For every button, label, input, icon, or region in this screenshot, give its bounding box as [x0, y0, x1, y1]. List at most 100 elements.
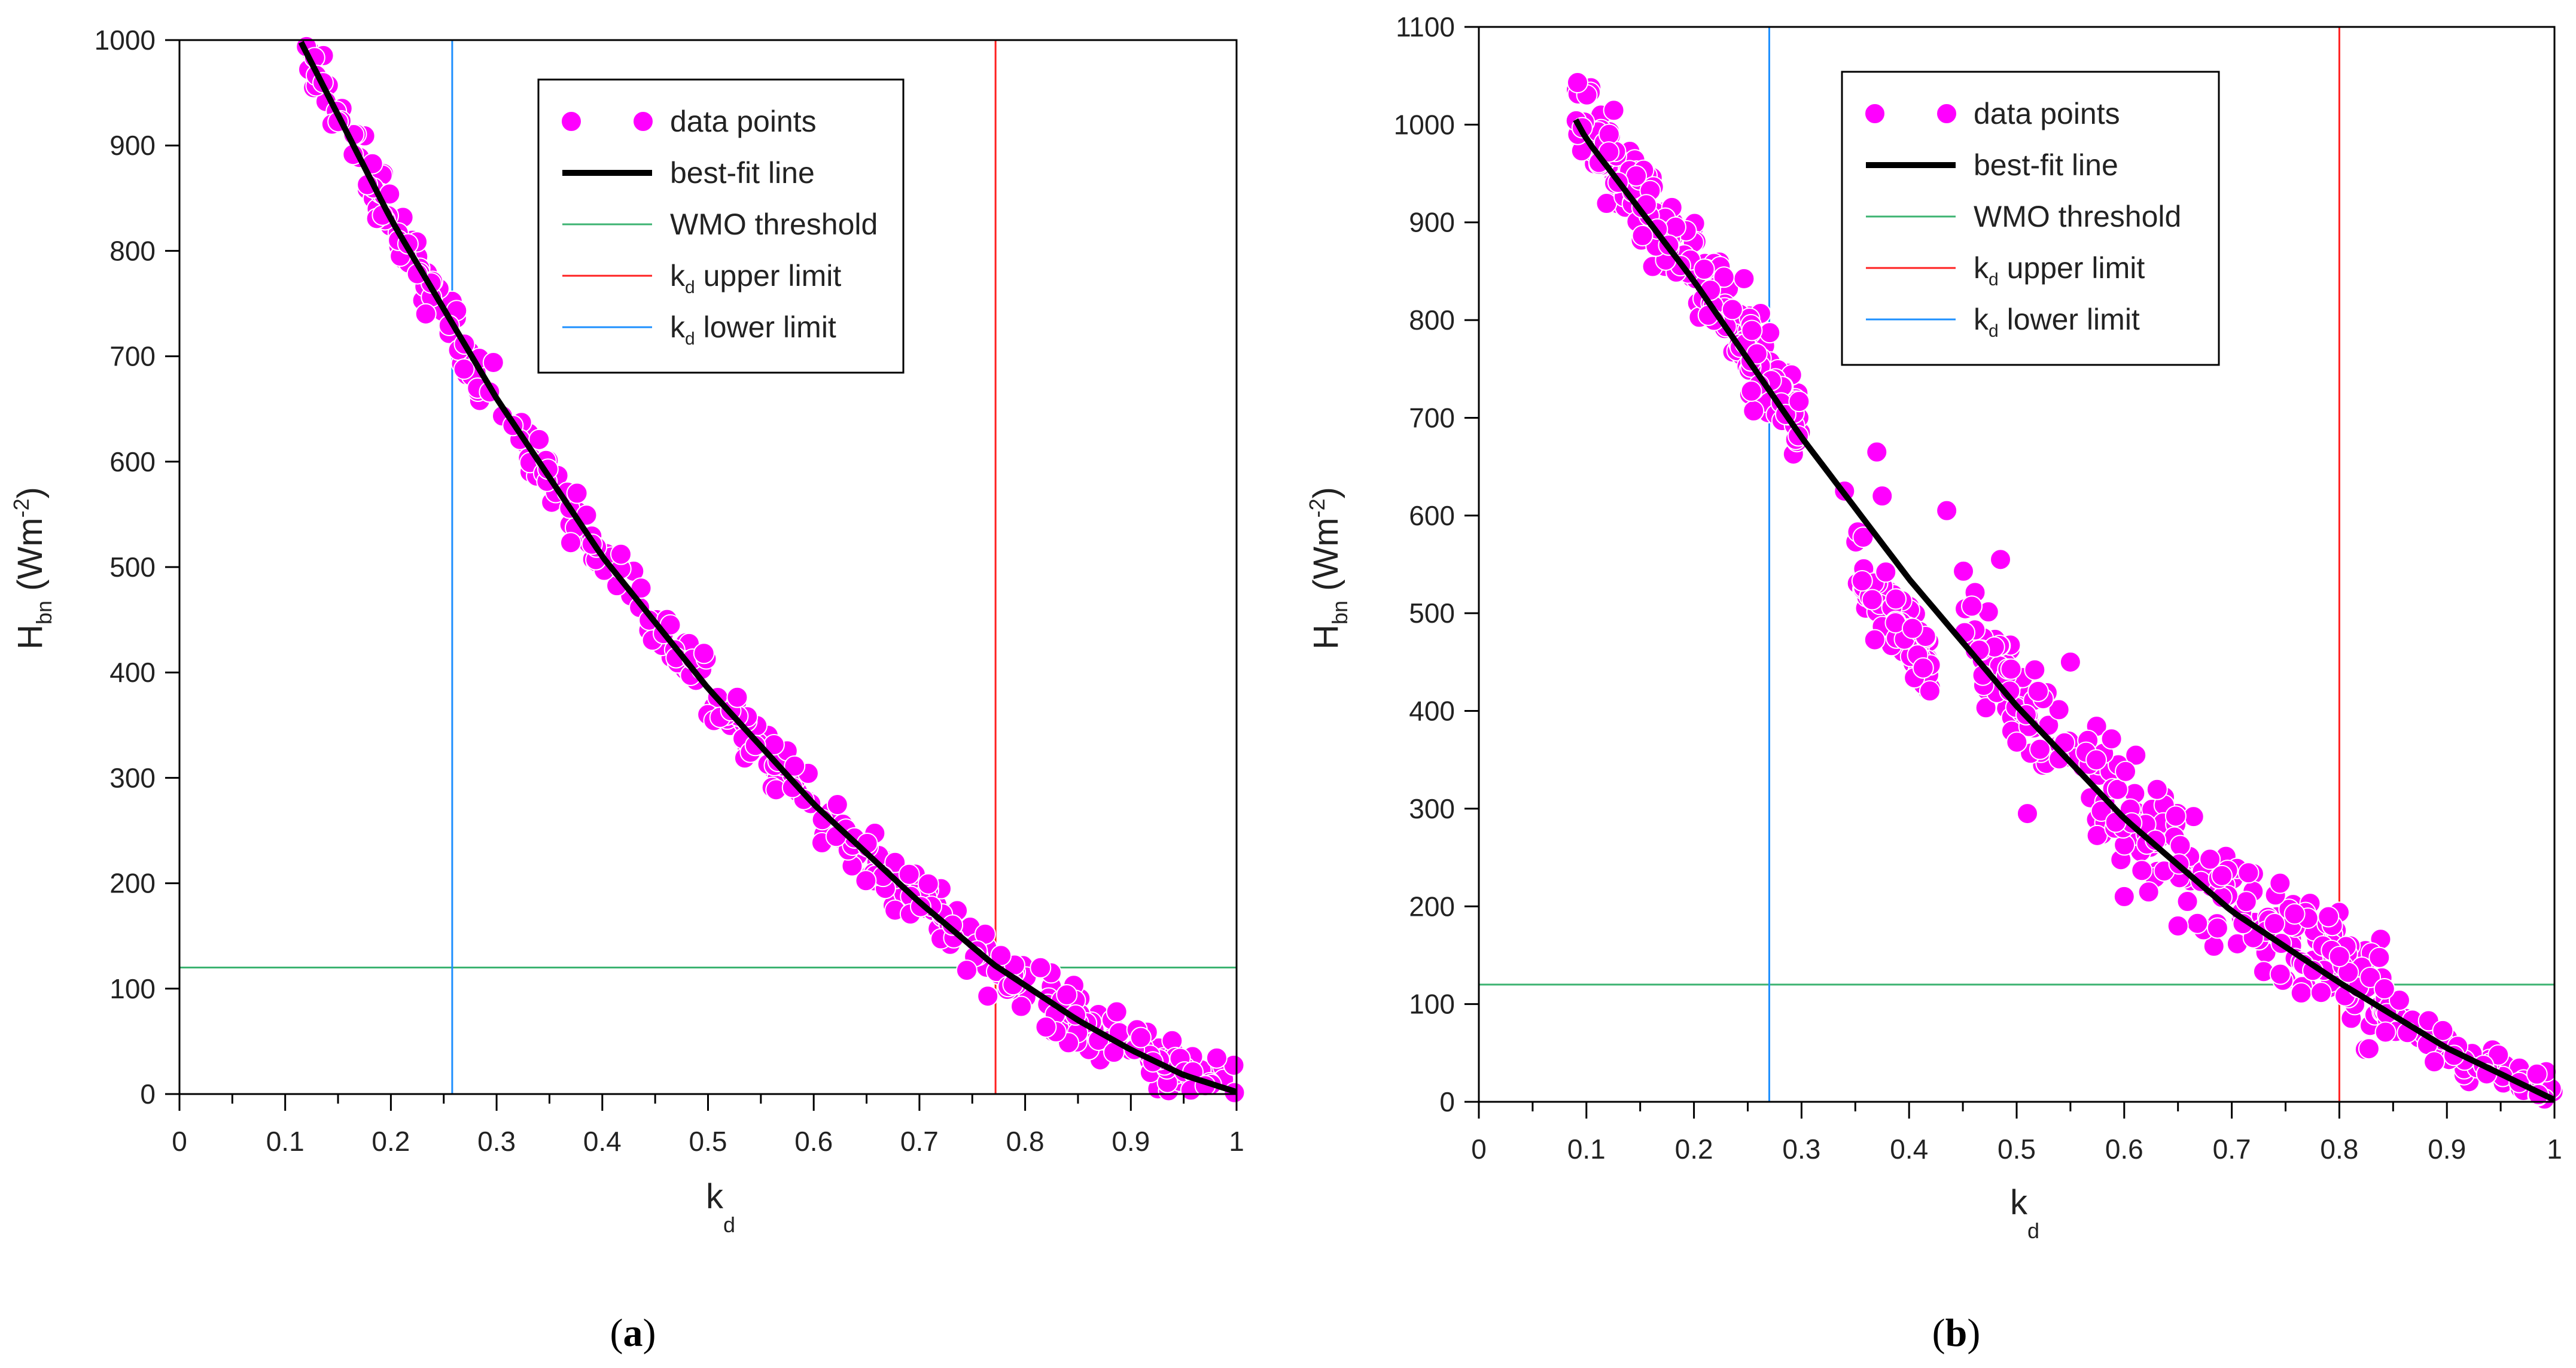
chart-b: 0 0.1 0.2 0.3 0.4 0.5 0.6 0.7 0.8 0.9 1 0 100 200 300 4… [1305, 11, 2564, 1355]
data-point [826, 794, 848, 816]
data-point [415, 303, 437, 325]
data-point [2167, 915, 2189, 937]
data-point [2113, 885, 2135, 907]
data-point [2029, 738, 2051, 760]
y-tick-label: 900 [1409, 207, 1455, 238]
data-point [2027, 680, 2049, 702]
data-point [560, 532, 582, 554]
data-point [1631, 224, 1654, 246]
data-point [726, 686, 748, 708]
y-tick-label: 1100 [1396, 11, 1455, 42]
data-point [2423, 1051, 2446, 1073]
data-point [2264, 913, 2286, 935]
data-point [1664, 216, 1686, 238]
legend: data points best-fit line WMO threshold kd … [537, 78, 905, 374]
x-tick-label: 0.5 [1998, 1134, 2036, 1165]
x-tick-label: 0.7 [2213, 1134, 2251, 1165]
data-point [990, 945, 1012, 967]
x-tick-label: 0.3 [1782, 1134, 1820, 1165]
data-point [1919, 680, 1941, 702]
y-tick-label: 800 [109, 235, 156, 266]
data-point [1975, 697, 1997, 719]
data-point [2269, 872, 2291, 894]
data-point [1901, 617, 1923, 639]
subfigure-caption: (a) [610, 1311, 656, 1355]
y-tick-label: 700 [109, 341, 156, 372]
data-point [1035, 1016, 1057, 1038]
data-point [1740, 380, 1762, 402]
y-tick-label: 400 [1409, 696, 1455, 727]
chart-a: 0 0.1 0.2 0.3 0.4 0.5 0.6 0.7 0.8 0.9 1 0 100 200 300 4… [9, 25, 1246, 1355]
x-tick-label: 0.1 [1567, 1134, 1606, 1165]
data-point [2125, 744, 2147, 766]
x-tick-label: 0.4 [1890, 1134, 1928, 1165]
data-point [2048, 699, 2070, 721]
data-point [1851, 570, 1873, 592]
data-point [744, 735, 766, 757]
y-tick-label: 100 [109, 973, 156, 1004]
data-point [1693, 258, 1715, 281]
data-point [1864, 629, 1886, 651]
data-point [784, 755, 806, 777]
y-tick-label: 200 [109, 868, 156, 899]
data-point [2373, 978, 2395, 1000]
data-point [2211, 864, 2233, 886]
legend-label: WMO threshold [1974, 200, 2181, 233]
data-point [1875, 561, 1897, 583]
data-point [2006, 731, 2028, 753]
y-axis-title: Hbn (Wm-2) [1305, 487, 1352, 650]
data-point [1010, 995, 1033, 1017]
y-tick-label: 400 [109, 657, 156, 688]
x-tick-label: 0.2 [1675, 1134, 1713, 1165]
legend-marker [561, 111, 582, 132]
data-point [1056, 984, 1078, 1006]
data-point [1129, 1026, 1152, 1049]
data-point [1205, 1047, 1228, 1069]
legend-label: kd lower limit [670, 310, 836, 349]
data-point [2085, 749, 2108, 771]
data-point [2000, 658, 2022, 680]
data-point [917, 873, 939, 895]
legend-marker [1936, 103, 1957, 124]
data-point [2283, 903, 2306, 925]
data-point [2137, 881, 2160, 903]
data-point [2115, 760, 2137, 782]
data-point [2169, 834, 2191, 857]
legend-box [537, 78, 905, 374]
data-point [2526, 1063, 2548, 1085]
data-point [1567, 72, 1589, 94]
y-tick-label: 100 [1409, 989, 1455, 1020]
data-point [2187, 912, 2209, 934]
data-point [1788, 391, 1810, 413]
data-point [2016, 803, 2038, 825]
data-point [2164, 805, 2187, 827]
data-point [2318, 906, 2340, 928]
legend-marker [632, 111, 654, 132]
data-point [1721, 298, 1743, 321]
data-point [1961, 595, 1983, 617]
data-point [855, 870, 877, 892]
legend: data points best-fit line WMO threshold kd … [1841, 71, 2220, 366]
data-point [1603, 99, 1625, 121]
legend-label: best-fit line [1974, 148, 2118, 182]
data-point [1743, 400, 1765, 422]
data-point [453, 358, 475, 380]
legend-marker [1864, 103, 1886, 124]
data-point [1852, 526, 1874, 549]
data-point [2146, 778, 2168, 800]
data-point [2374, 1021, 2397, 1043]
best-fit-line [298, 41, 1238, 1095]
y-tick-label: 0 [1439, 1086, 1455, 1117]
data-point [2059, 651, 2081, 673]
data-point [2106, 778, 2129, 800]
legend-label: kd upper limit [1974, 251, 2145, 290]
x-tick-label: 0 [1471, 1134, 1487, 1165]
x-tick-label: 0.8 [2320, 1134, 2358, 1165]
x-tick-label: 0.1 [266, 1126, 305, 1157]
data-point [2237, 862, 2260, 884]
data-point [884, 851, 906, 873]
data-point [693, 642, 715, 665]
data-point [2206, 917, 2228, 939]
data-point [528, 428, 550, 450]
